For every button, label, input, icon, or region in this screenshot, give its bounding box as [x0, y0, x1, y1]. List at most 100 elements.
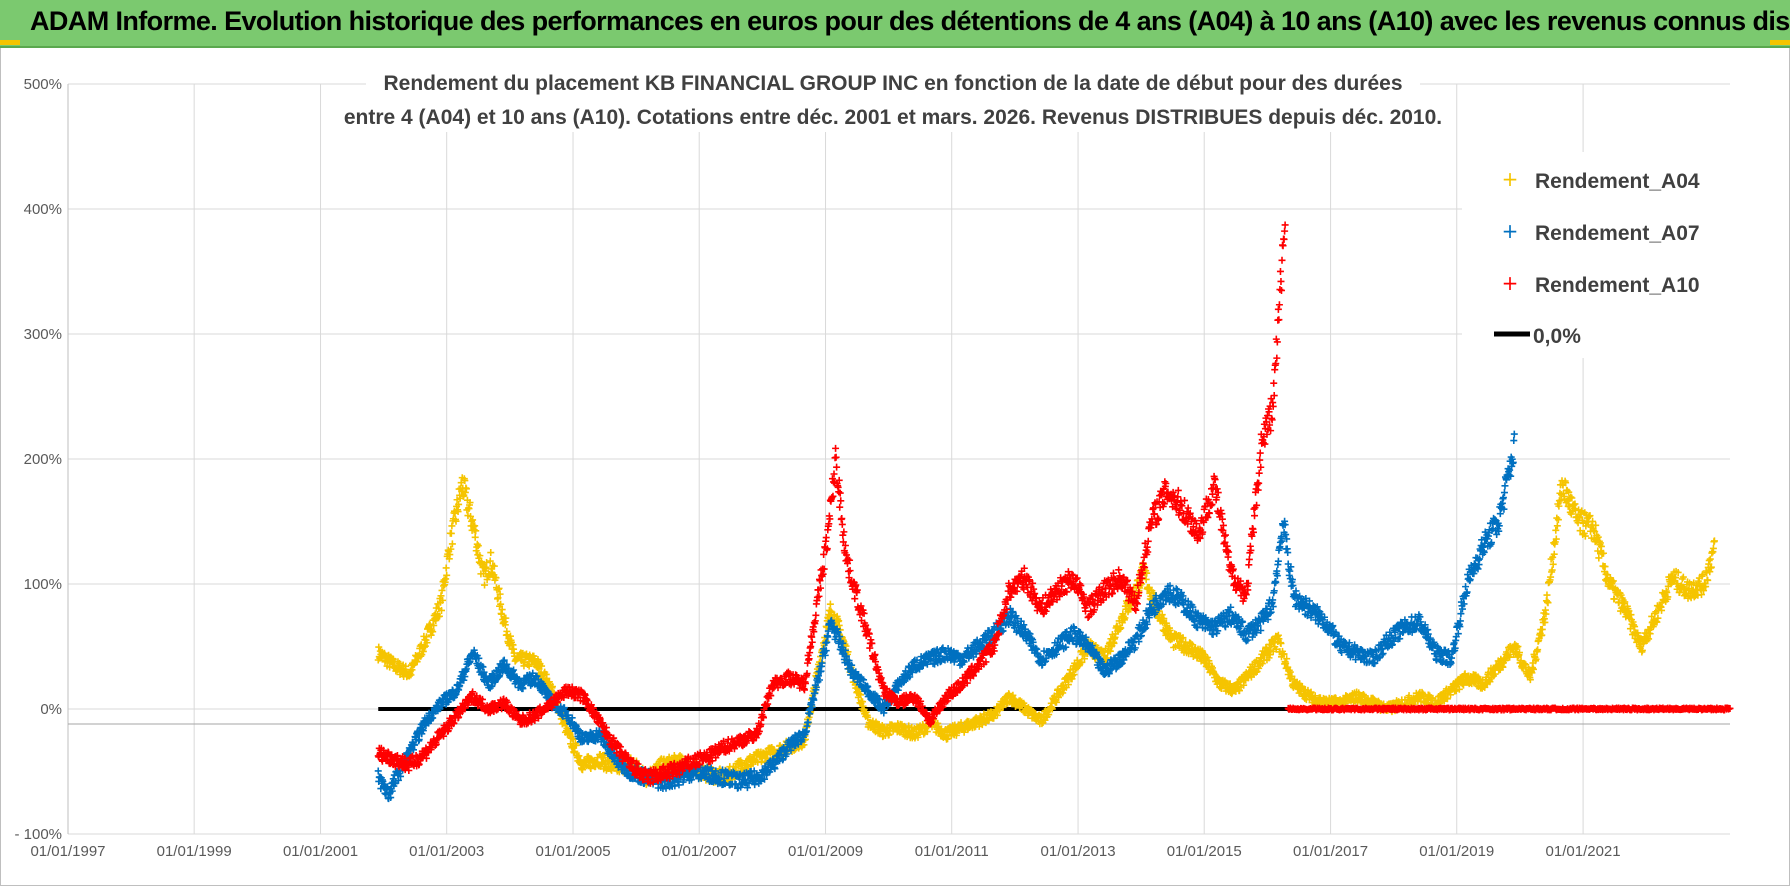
data-point [525, 662, 533, 670]
data-point [440, 582, 448, 590]
data-point [490, 562, 498, 570]
data-point [486, 557, 494, 565]
data-point [419, 647, 427, 655]
x-tick-label: 01/01/2013 [1041, 843, 1116, 860]
data-point [438, 606, 446, 614]
x-tick-label: 01/01/2005 [535, 843, 610, 860]
x-tick-label: 01/01/1997 [30, 843, 105, 860]
data-point [429, 628, 437, 636]
data-point [1706, 555, 1714, 563]
data-point [407, 671, 415, 679]
y-tick-label: 400% [24, 201, 62, 218]
data-point [481, 581, 489, 589]
data-point [569, 735, 577, 743]
data-point [442, 564, 450, 572]
data-point [438, 586, 446, 594]
data-point [473, 540, 481, 548]
data-point [474, 542, 482, 550]
y-tick-label: 300% [24, 326, 62, 343]
x-tick-label: 01/01/2007 [662, 843, 737, 860]
data-point [430, 621, 438, 629]
data-point [471, 522, 479, 530]
data-point [548, 683, 556, 691]
data-point [439, 596, 447, 604]
data-point [448, 540, 456, 548]
x-tick-label: 01/01/2017 [1293, 843, 1368, 860]
data-point [1496, 510, 1504, 518]
data-point [466, 499, 474, 507]
data-point [447, 529, 455, 537]
plot-area [374, 221, 1734, 803]
data-point [1272, 578, 1280, 586]
series-rendement_a04 [374, 474, 1718, 789]
series-rendement_a10 [374, 221, 1289, 787]
data-point [461, 477, 469, 485]
data-point [826, 600, 834, 608]
x-tick-label: 01/01/2011 [915, 843, 989, 860]
data-point [1510, 430, 1518, 438]
x-tick-label: 01/01/2015 [1167, 843, 1242, 860]
data-point [1286, 567, 1294, 575]
x-tick-label: 01/01/2019 [1419, 843, 1494, 860]
data-point [1553, 522, 1561, 530]
data-point [1274, 557, 1282, 565]
data-point [497, 600, 505, 608]
data-point [1705, 556, 1713, 564]
data-point [457, 479, 465, 487]
data-point [1553, 514, 1561, 522]
data-point [442, 575, 450, 583]
y-tick-label: 200% [24, 451, 62, 468]
y-tick-label: 500% [24, 76, 62, 93]
data-point [455, 500, 463, 508]
data-point [468, 517, 476, 525]
x-tick-label: 01/01/2009 [788, 843, 863, 860]
data-point [447, 545, 455, 553]
data-point [422, 633, 430, 641]
data-point [487, 549, 495, 557]
data-point [472, 527, 480, 535]
data-point [467, 512, 475, 520]
data-point [566, 730, 574, 738]
data-point [423, 639, 431, 647]
data-point [375, 643, 383, 651]
x-tick-label: 01/01/2003 [409, 843, 484, 860]
data-point [476, 552, 484, 560]
x-tick-label: 01/01/2001 [283, 843, 358, 860]
data-point [575, 752, 583, 760]
data-point [396, 659, 404, 667]
y-tick-label: 0% [40, 701, 62, 718]
data-point [448, 522, 456, 530]
grid-lines [67, 83, 1730, 835]
data-point [1543, 591, 1551, 599]
data-point [452, 517, 460, 525]
data-point [420, 643, 428, 651]
x-tick-label: 01/01/2021 [1546, 843, 1621, 860]
data-point [446, 551, 454, 559]
data-point [501, 621, 509, 629]
data-point [502, 614, 510, 622]
series-rendement_a07 [374, 430, 1518, 803]
data-point [1710, 537, 1718, 545]
data-point [374, 767, 382, 775]
data-point [572, 741, 580, 749]
data-point [1458, 605, 1466, 613]
data-point [437, 592, 445, 600]
data-point [1284, 549, 1292, 557]
data-point [538, 662, 546, 670]
data-point [408, 666, 416, 674]
data-point [571, 747, 579, 755]
data-point [483, 559, 491, 567]
data-point [435, 612, 443, 620]
x-axis: 01/01/1997 01/01/1999 01/01/2001 01/01/2003… [30, 843, 1620, 860]
data-point [1510, 437, 1518, 445]
data-point [1552, 526, 1560, 534]
data-point [454, 508, 462, 516]
y-axis: - 100%0%100%200%300%400%500% [14, 76, 62, 843]
data-point [498, 606, 506, 614]
data-point [471, 533, 479, 541]
data-point [495, 584, 503, 592]
data-point [496, 590, 504, 598]
y-tick-label: - 100% [14, 826, 62, 843]
